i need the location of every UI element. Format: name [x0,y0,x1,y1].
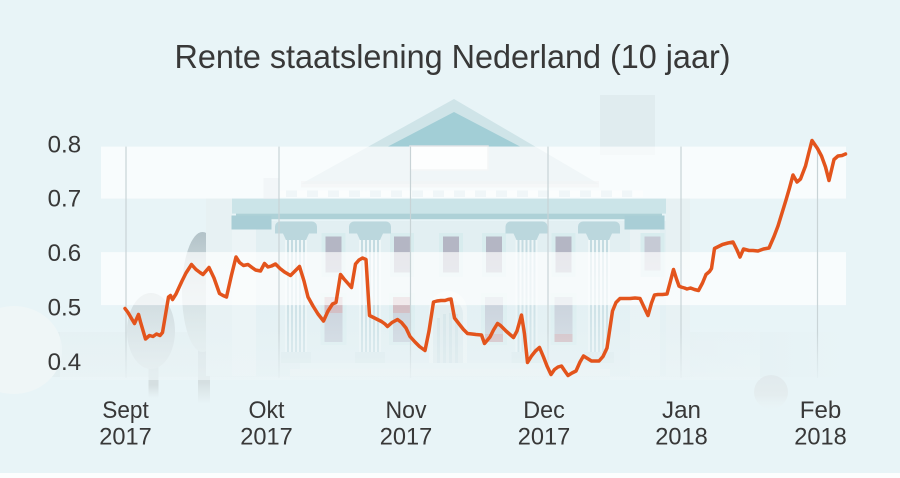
svg-text:0.6: 0.6 [48,240,82,267]
svg-text:0.8: 0.8 [48,131,82,158]
svg-text:Feb: Feb [800,397,842,424]
svg-text:2017: 2017 [240,424,293,451]
svg-text:Okt: Okt [249,397,285,424]
svg-text:Dec: Dec [523,397,565,424]
svg-text:0.4: 0.4 [48,349,82,376]
svg-text:Rente staatslening Nederland (: Rente staatslening Nederland (10 jaar) [175,39,731,76]
svg-text:2018: 2018 [655,424,708,451]
svg-text:0.5: 0.5 [48,294,82,321]
svg-text:Nov: Nov [386,397,428,424]
svg-text:2018: 2018 [794,424,847,451]
svg-text:Jan: Jan [662,397,701,424]
svg-text:Sept: Sept [102,397,149,424]
svg-text:2017: 2017 [380,424,433,451]
svg-text:2017: 2017 [518,424,571,451]
svg-text:2017: 2017 [99,424,152,451]
svg-text:0.7: 0.7 [48,186,82,213]
